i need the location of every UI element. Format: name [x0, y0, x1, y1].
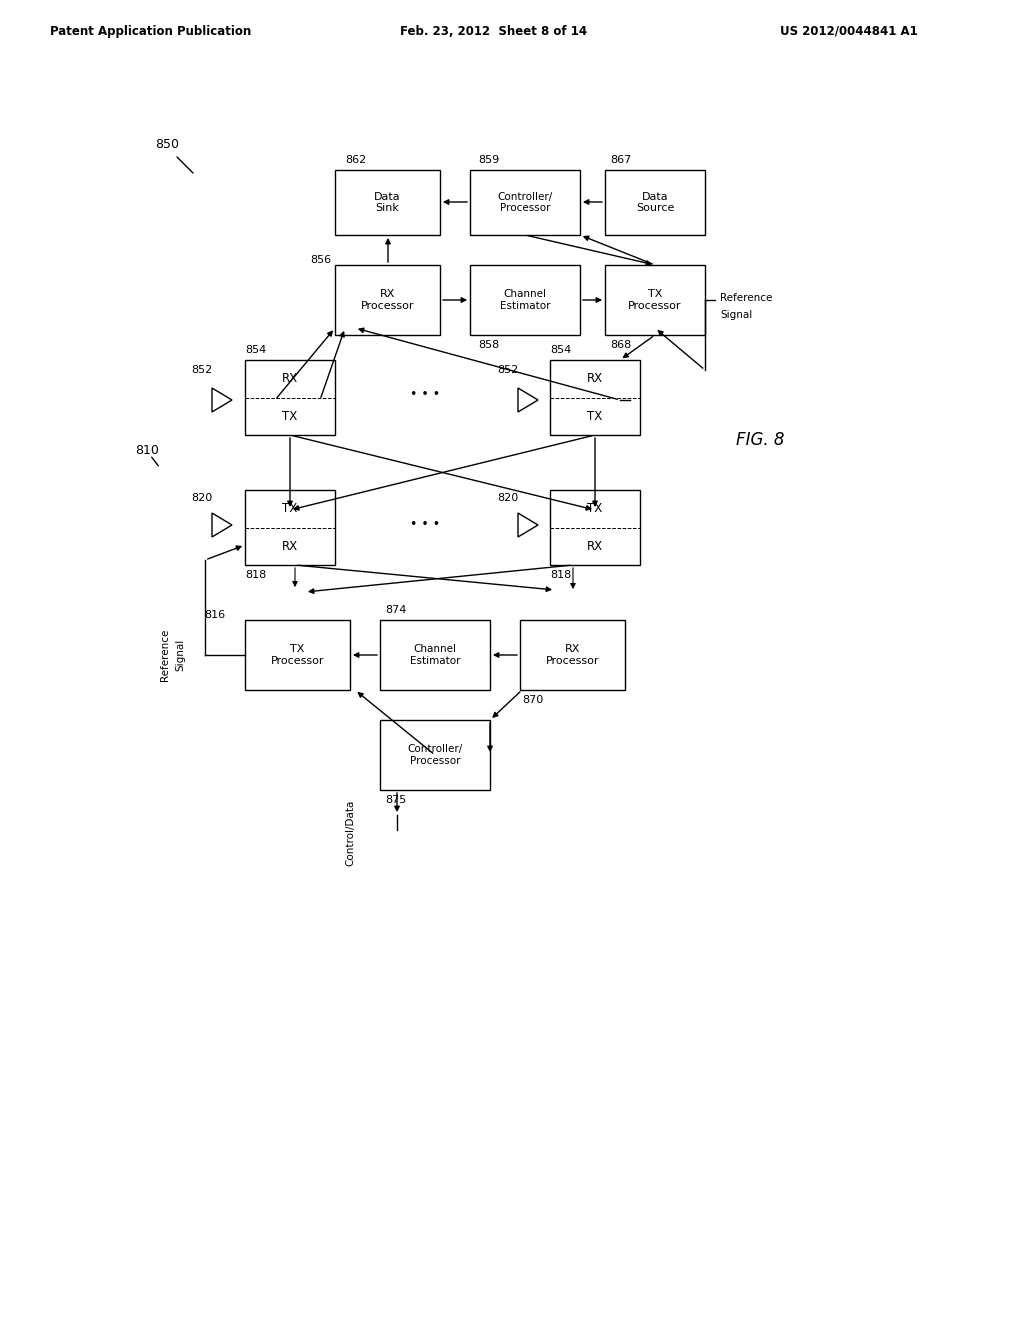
- Text: Signal: Signal: [720, 310, 753, 319]
- Text: Signal: Signal: [175, 639, 185, 671]
- FancyBboxPatch shape: [520, 620, 625, 690]
- Text: • • •: • • •: [410, 519, 440, 532]
- FancyBboxPatch shape: [605, 265, 705, 335]
- Text: TX
Processor: TX Processor: [629, 289, 682, 310]
- Text: Data
Source: Data Source: [636, 191, 674, 214]
- Text: 852: 852: [497, 366, 518, 375]
- Text: 858: 858: [478, 341, 500, 350]
- Text: FIG. 8: FIG. 8: [736, 432, 784, 449]
- Text: Reference: Reference: [720, 293, 772, 304]
- Text: TX: TX: [588, 502, 603, 515]
- Text: 854: 854: [550, 345, 571, 355]
- Text: 852: 852: [190, 366, 212, 375]
- FancyBboxPatch shape: [335, 265, 440, 335]
- FancyBboxPatch shape: [335, 170, 440, 235]
- Text: 862: 862: [345, 154, 367, 165]
- Text: TX
Processor: TX Processor: [270, 644, 325, 665]
- Text: 818: 818: [245, 570, 266, 579]
- Text: Control/Data: Control/Data: [345, 800, 355, 866]
- Text: 810: 810: [135, 444, 159, 457]
- Text: RX: RX: [587, 372, 603, 385]
- Text: 854: 854: [245, 345, 266, 355]
- FancyBboxPatch shape: [550, 490, 640, 565]
- Text: Controller/
Processor: Controller/ Processor: [408, 744, 463, 766]
- Text: RX
Processor: RX Processor: [546, 644, 599, 665]
- Text: Reference: Reference: [160, 628, 170, 681]
- Text: Channel
Estimator: Channel Estimator: [410, 644, 460, 665]
- Text: Data
Sink: Data Sink: [374, 191, 400, 214]
- Text: 875: 875: [385, 795, 407, 805]
- Text: 859: 859: [478, 154, 500, 165]
- Text: 850: 850: [155, 139, 179, 152]
- Text: TX: TX: [283, 502, 298, 515]
- Text: RX
Processor: RX Processor: [360, 289, 415, 310]
- Text: 868: 868: [610, 341, 631, 350]
- Text: Feb. 23, 2012  Sheet 8 of 14: Feb. 23, 2012 Sheet 8 of 14: [400, 25, 587, 38]
- Text: 870: 870: [522, 696, 544, 705]
- FancyBboxPatch shape: [245, 490, 335, 565]
- Text: RX: RX: [587, 540, 603, 553]
- Text: TX: TX: [283, 409, 298, 422]
- Text: US 2012/0044841 A1: US 2012/0044841 A1: [780, 25, 918, 38]
- Text: TX: TX: [588, 409, 603, 422]
- Text: Patent Application Publication: Patent Application Publication: [50, 25, 251, 38]
- FancyBboxPatch shape: [470, 170, 580, 235]
- Text: Channel
Estimator: Channel Estimator: [500, 289, 550, 310]
- FancyBboxPatch shape: [245, 620, 350, 690]
- Text: • • •: • • •: [410, 388, 440, 401]
- FancyBboxPatch shape: [380, 620, 490, 690]
- Text: Controller/
Processor: Controller/ Processor: [498, 191, 553, 214]
- Text: 820: 820: [190, 492, 212, 503]
- Text: RX: RX: [282, 540, 298, 553]
- Text: 818: 818: [550, 570, 571, 579]
- Text: 874: 874: [385, 605, 407, 615]
- FancyBboxPatch shape: [380, 719, 490, 789]
- Text: 820: 820: [497, 492, 518, 503]
- FancyBboxPatch shape: [605, 170, 705, 235]
- FancyBboxPatch shape: [245, 360, 335, 436]
- FancyBboxPatch shape: [470, 265, 580, 335]
- Text: RX: RX: [282, 372, 298, 385]
- FancyBboxPatch shape: [550, 360, 640, 436]
- Text: 867: 867: [610, 154, 631, 165]
- Text: 856: 856: [310, 255, 331, 265]
- Text: 816: 816: [204, 610, 225, 620]
